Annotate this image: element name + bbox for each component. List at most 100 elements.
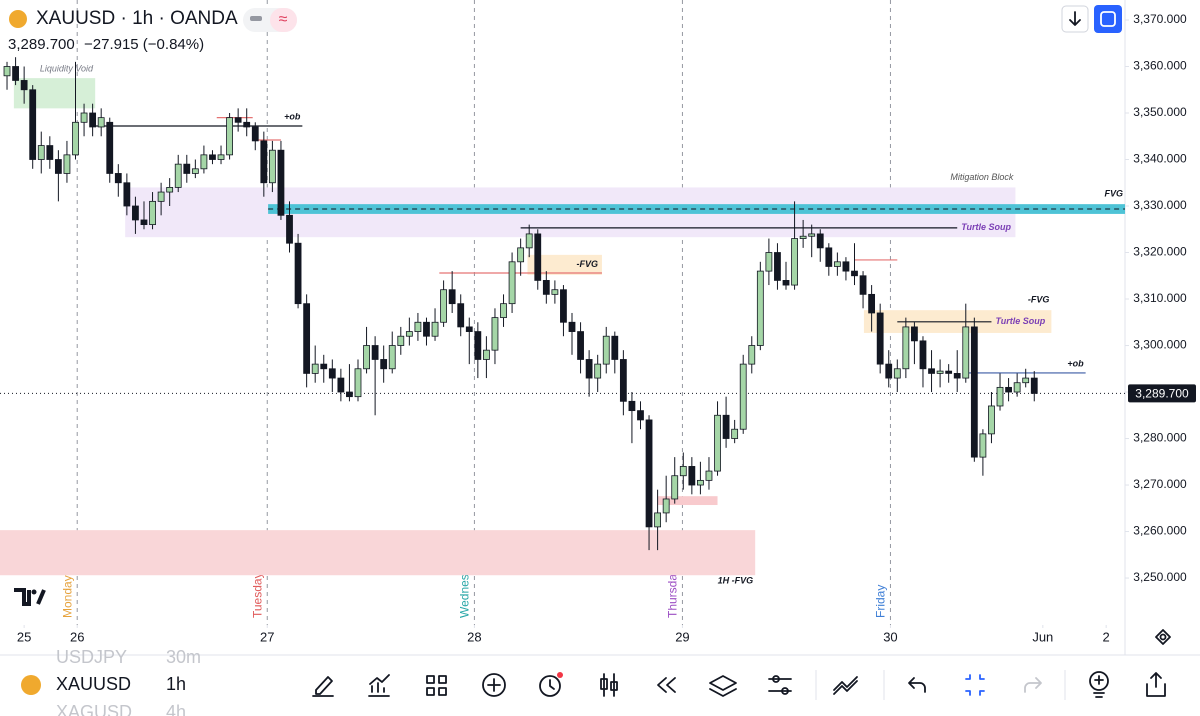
replay-button[interactable] bbox=[657, 677, 676, 693]
candle-body bbox=[149, 200, 156, 226]
candle-body bbox=[380, 359, 388, 370]
share-button[interactable] bbox=[1146, 672, 1166, 697]
candle-body bbox=[791, 238, 798, 286]
symbol-line[interactable]: XAUUSD · 1h · OANDA bbox=[36, 8, 238, 29]
x-tick-label: 28 bbox=[467, 629, 481, 644]
compare-button[interactable] bbox=[833, 676, 858, 695]
add-button[interactable] bbox=[482, 673, 506, 697]
candle-body bbox=[645, 419, 653, 528]
add-icon bbox=[487, 678, 501, 692]
candle-body bbox=[1030, 377, 1038, 394]
redo-button[interactable] bbox=[1024, 677, 1042, 693]
candle-body bbox=[628, 400, 636, 412]
candle-body bbox=[731, 428, 739, 439]
ideas-icon bbox=[1093, 675, 1105, 698]
undo-button[interactable] bbox=[908, 677, 926, 693]
candle-body bbox=[140, 219, 148, 226]
candle-body bbox=[714, 414, 721, 472]
candle-body bbox=[585, 359, 593, 379]
candle-body bbox=[654, 512, 662, 528]
toolbar-interval[interactable]: 1h bbox=[166, 674, 186, 694]
y-tick-label: 3,310.000 bbox=[1133, 291, 1187, 305]
candle-body bbox=[363, 345, 370, 370]
candle-body bbox=[474, 331, 482, 360]
session-label: Monday bbox=[60, 575, 74, 618]
indicators-button[interactable] bbox=[368, 674, 390, 697]
candle-body bbox=[243, 121, 251, 128]
zone-label: Liquidity Void bbox=[40, 64, 94, 74]
y-tick-label: 3,300.000 bbox=[1133, 338, 1187, 352]
y-tick-label: 3,280.000 bbox=[1133, 431, 1187, 445]
candle-body bbox=[286, 214, 293, 244]
fullscreen-icon bbox=[1100, 11, 1116, 27]
layouts-button[interactable] bbox=[426, 675, 447, 696]
candle-body bbox=[234, 117, 242, 123]
candle-body bbox=[928, 368, 935, 374]
candle-body bbox=[200, 154, 208, 170]
fullscreen-button[interactable] bbox=[1094, 5, 1122, 33]
candle-body bbox=[431, 321, 439, 337]
toolbar-symbol[interactable]: XAUUSD bbox=[56, 674, 131, 694]
alert-button[interactable] bbox=[539, 675, 561, 697]
candle-body bbox=[577, 331, 584, 360]
candle-body bbox=[80, 112, 88, 123]
candle-body bbox=[209, 154, 216, 160]
candle-body bbox=[320, 363, 328, 370]
candle-body bbox=[662, 498, 670, 514]
candle-body bbox=[542, 280, 550, 295]
candle-body bbox=[114, 173, 122, 184]
candle-body bbox=[311, 363, 319, 374]
bar-type-icon bbox=[610, 681, 618, 691]
candle-body bbox=[705, 470, 713, 481]
candle-body bbox=[1013, 382, 1021, 393]
y-tick-label: 3,250.000 bbox=[1133, 570, 1187, 584]
candle-body bbox=[217, 154, 225, 160]
ideas-button[interactable] bbox=[1089, 671, 1109, 691]
objects-button[interactable] bbox=[709, 675, 737, 697]
candle-body bbox=[851, 270, 858, 277]
candle-body bbox=[106, 121, 114, 174]
candle-body bbox=[397, 335, 405, 346]
last-price-tag bbox=[1128, 384, 1196, 403]
x-tick-label: 29 bbox=[675, 629, 689, 644]
candle-body bbox=[183, 163, 191, 174]
x-tick-label: 2 bbox=[1103, 629, 1110, 644]
alert-dot bbox=[557, 672, 563, 678]
slider-knob bbox=[781, 687, 789, 695]
y-tick-label: 3,360.000 bbox=[1133, 59, 1187, 73]
symbol-logo bbox=[9, 10, 27, 28]
status-icon bbox=[270, 8, 297, 32]
tv-logo bbox=[31, 589, 37, 595]
candle-body bbox=[457, 303, 465, 328]
draw-button[interactable] bbox=[312, 676, 334, 697]
candle-body bbox=[29, 89, 37, 160]
settings-button[interactable] bbox=[1155, 629, 1171, 645]
candle-body bbox=[893, 368, 901, 379]
candle-body bbox=[500, 303, 507, 319]
fit-button[interactable] bbox=[965, 674, 985, 696]
candle-body bbox=[1022, 377, 1030, 384]
candle-body bbox=[611, 335, 619, 360]
settings-icon bbox=[1159, 633, 1167, 641]
candle-body bbox=[970, 326, 978, 458]
candle-body bbox=[988, 405, 995, 435]
candle-body bbox=[72, 121, 79, 156]
candle-body bbox=[688, 466, 696, 486]
candle-body bbox=[251, 126, 259, 142]
candle-body bbox=[911, 326, 918, 342]
tv-logo bbox=[14, 588, 31, 606]
candle-body bbox=[37, 145, 45, 160]
candle-body bbox=[260, 140, 268, 184]
last-price-label: 3,289.700 bbox=[1135, 387, 1189, 401]
status-icon: ≈ bbox=[279, 11, 288, 28]
bar-type-button[interactable] bbox=[603, 673, 615, 697]
candle-body bbox=[226, 117, 233, 156]
candle-body bbox=[12, 66, 19, 81]
zone bbox=[0, 530, 756, 576]
candle-body bbox=[491, 317, 499, 351]
candle-body bbox=[697, 479, 704, 486]
candle-body bbox=[277, 149, 285, 216]
candle-body bbox=[551, 289, 559, 295]
zone-label: -FVG bbox=[576, 259, 598, 269]
